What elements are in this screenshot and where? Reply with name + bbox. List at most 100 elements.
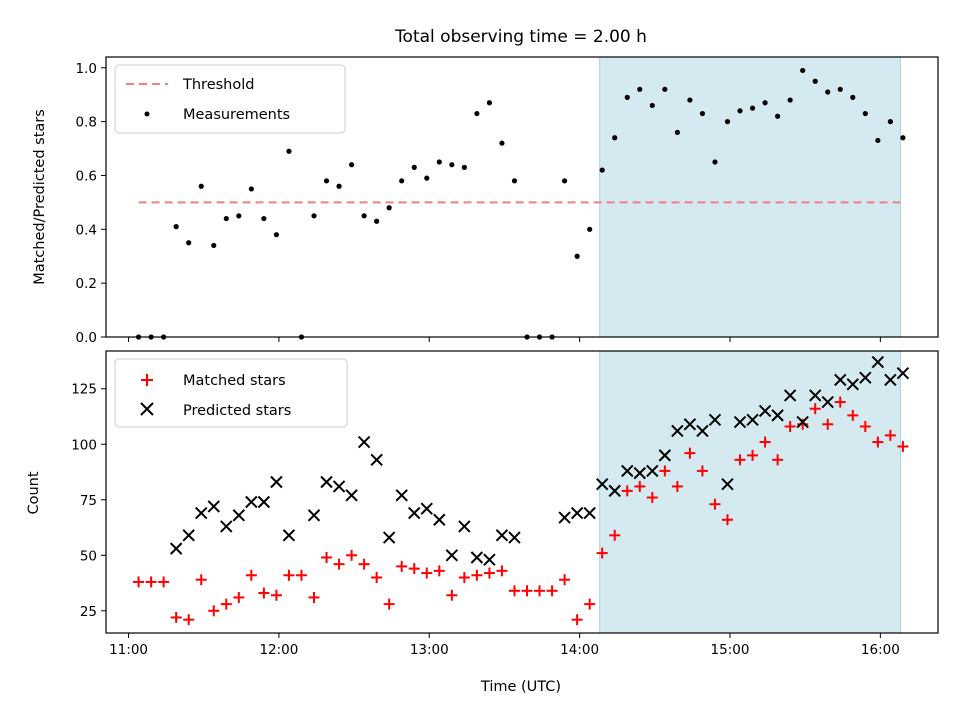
y-tick-label: 75 bbox=[80, 493, 97, 509]
matched-star-point bbox=[709, 498, 721, 510]
predicted-star-point bbox=[708, 413, 722, 427]
predicted-star-point bbox=[382, 531, 396, 544]
matched-star-point bbox=[408, 563, 420, 575]
measurement-point bbox=[486, 100, 493, 106]
predicted-star-point bbox=[570, 506, 584, 520]
measurement-point bbox=[236, 213, 242, 219]
predicted-star-point bbox=[859, 371, 872, 384]
predicted-star-point bbox=[408, 506, 421, 520]
measurement-point bbox=[449, 162, 455, 168]
matched-star-point bbox=[759, 436, 771, 448]
measurement-point bbox=[211, 242, 217, 249]
measurement-point bbox=[461, 164, 467, 170]
matched-star-point bbox=[446, 589, 458, 601]
measurement-point bbox=[198, 183, 204, 189]
predicted-star-point bbox=[808, 389, 822, 402]
matched-star-point bbox=[646, 492, 658, 504]
predicted-star-point bbox=[621, 464, 634, 478]
predicted-star-point bbox=[608, 484, 621, 498]
measurement-point bbox=[649, 102, 655, 109]
y-tick-label: 50 bbox=[80, 548, 97, 564]
predicted-star-point bbox=[758, 404, 772, 418]
measurement-point bbox=[348, 162, 355, 168]
measurement-point bbox=[436, 159, 442, 165]
measurement-point bbox=[587, 226, 593, 232]
x-tick-label: 15:00 bbox=[711, 642, 750, 658]
measurement-points bbox=[135, 67, 906, 340]
measurement-point bbox=[173, 224, 179, 230]
matched-star-point bbox=[621, 485, 633, 497]
measurement-point bbox=[800, 67, 806, 74]
matched-star-point bbox=[283, 569, 295, 581]
predicted-star-point bbox=[696, 424, 709, 438]
legend-matched-label: Matched stars bbox=[183, 373, 286, 389]
matched-star-point bbox=[133, 576, 145, 588]
y-tick-label: 0.6 bbox=[76, 168, 97, 184]
matched-star-point bbox=[834, 396, 846, 408]
top-x-axis-ticks bbox=[128, 337, 881, 342]
top-axes-frame bbox=[105, 56, 939, 338]
matched-star-point bbox=[195, 574, 207, 586]
matched-star-point bbox=[220, 598, 232, 610]
predicted-star-point bbox=[671, 424, 684, 438]
measurement-point bbox=[887, 119, 893, 125]
matched-star-point bbox=[245, 569, 257, 581]
predicted-star-point bbox=[270, 475, 283, 489]
bottom-legend-box bbox=[114, 358, 348, 428]
predicted-star-point bbox=[733, 415, 747, 429]
predicted-star-point bbox=[470, 551, 484, 564]
matched-star-point bbox=[671, 480, 683, 492]
measurement-point bbox=[574, 253, 580, 259]
predicted-stars-points bbox=[169, 355, 910, 566]
measurement-point bbox=[399, 178, 405, 184]
measurement-point bbox=[862, 110, 868, 117]
bottom-y-axis-ticks: 25 50 75 100 125 bbox=[71, 382, 106, 620]
measurement-point bbox=[499, 140, 505, 146]
measurement-point bbox=[637, 86, 643, 92]
predicted-star-point bbox=[220, 520, 233, 533]
predicted-star-point bbox=[257, 495, 271, 509]
measurement-point bbox=[737, 108, 743, 114]
measurement-point bbox=[323, 178, 330, 184]
matched-star-point bbox=[822, 418, 834, 430]
top-highlight-span bbox=[599, 56, 901, 338]
measurement-point bbox=[311, 213, 317, 219]
y-tick-label: 0.4 bbox=[76, 222, 97, 238]
predicted-star-point bbox=[771, 409, 784, 422]
y-tick-label: 125 bbox=[71, 382, 97, 398]
predicted-star-point bbox=[332, 480, 346, 493]
bottom-highlight-span bbox=[599, 350, 901, 634]
measurement-point bbox=[424, 175, 430, 181]
predicted-star-point bbox=[896, 366, 910, 380]
matched-star-point bbox=[258, 587, 270, 599]
measurement-point bbox=[875, 137, 881, 144]
measurement-point bbox=[223, 215, 229, 222]
matched-star-point bbox=[659, 465, 671, 477]
legend-predicted-label: Predicted stars bbox=[183, 403, 291, 419]
measurement-point bbox=[787, 97, 793, 103]
matched-star-point bbox=[483, 567, 495, 579]
measurement-point bbox=[775, 113, 781, 119]
predicted-star-point bbox=[182, 529, 195, 542]
predicted-star-point bbox=[370, 453, 383, 467]
matched-star-point bbox=[295, 569, 307, 581]
top-legend-box bbox=[114, 64, 346, 134]
matched-star-point bbox=[772, 454, 784, 466]
x-tick-label: 16:00 bbox=[861, 642, 900, 658]
predicted-star-point bbox=[796, 415, 809, 429]
measurement-point bbox=[825, 89, 831, 95]
matched-star-point bbox=[734, 454, 746, 466]
matched-star-point bbox=[183, 614, 195, 626]
matched-star-point bbox=[534, 585, 546, 597]
predicted-star-point bbox=[846, 378, 860, 391]
measurement-point bbox=[599, 167, 605, 173]
measurement-point bbox=[724, 119, 731, 125]
measurement-point bbox=[687, 97, 693, 103]
matched-star-point bbox=[308, 591, 320, 603]
y-tick-label: 100 bbox=[71, 437, 97, 453]
chart-title: Total observing time = 2.00 h bbox=[394, 27, 647, 47]
matched-star-point bbox=[546, 585, 558, 597]
matched-star-point bbox=[508, 585, 520, 597]
matched-star-point bbox=[609, 529, 621, 541]
